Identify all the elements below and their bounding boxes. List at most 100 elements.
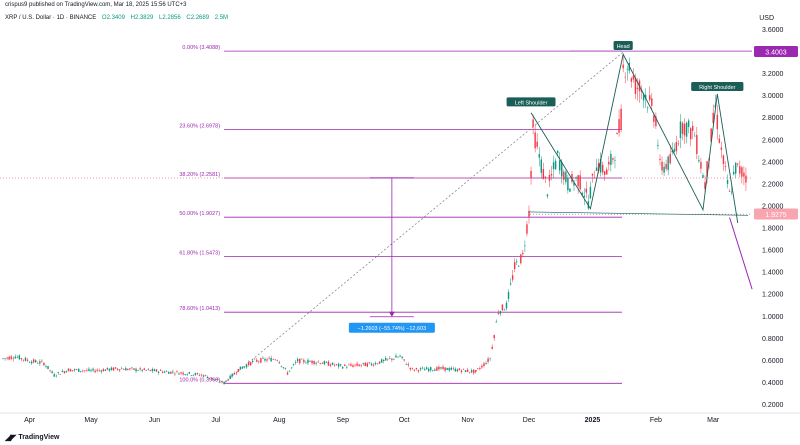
candle-body: [595, 167, 598, 172]
candle-body: [168, 371, 170, 374]
candle-body: [78, 368, 80, 372]
candle-body: [123, 369, 125, 370]
candle-body: [221, 381, 223, 383]
candle-body: [217, 379, 219, 380]
candle-body: [579, 175, 581, 190]
candle-body: [448, 368, 450, 371]
candle-body: [491, 346, 493, 349]
candle-body: [63, 371, 66, 374]
price-badge: 3.4003: [765, 50, 787, 57]
candle-body: [509, 283, 512, 285]
candle-body: [120, 368, 123, 370]
candle-body: [440, 367, 442, 369]
candle-body: [12, 358, 14, 360]
fib-anchor-diagonal: [223, 51, 624, 384]
y-tick-label: 1.2000: [762, 292, 784, 299]
candle-body: [413, 369, 416, 371]
candle-body: [227, 379, 229, 381]
candle-body: [696, 134, 698, 154]
candle-body: [188, 372, 190, 374]
candle-body: [8, 356, 10, 360]
candle-body: [616, 133, 618, 135]
candle-body: [231, 373, 233, 377]
candle-body: [423, 369, 426, 371]
candle-body: [59, 374, 62, 375]
y-tick-label: 2.2000: [762, 181, 784, 188]
candle-body: [356, 363, 358, 366]
candle-body: [681, 122, 684, 134]
candle-body: [157, 371, 160, 373]
candle-body: [360, 365, 362, 366]
candle-body: [687, 120, 690, 127]
candle-body: [520, 254, 522, 264]
candle-body: [554, 160, 557, 170]
candle-body: [176, 371, 178, 372]
candle-body: [710, 128, 712, 142]
candle-body: [511, 275, 514, 280]
candle-body: [53, 374, 55, 377]
tradingview-logo[interactable]: ◢◤ TradingView: [5, 433, 59, 442]
candle-body: [726, 180, 729, 184]
candle-body: [163, 371, 166, 373]
candle-body: [530, 170, 532, 178]
open-value: O2.3409: [101, 15, 125, 21]
high-value: H2.3829: [130, 15, 154, 21]
candle-body: [22, 359, 25, 361]
candle-body: [282, 367, 285, 368]
fib-level-label: 100.0% (0.3968): [179, 377, 220, 383]
close-value: C2.2689: [186, 15, 210, 21]
candle-body: [24, 357, 27, 361]
symbol-name[interactable]: XRP / U.S. Dollar · 1D · BINANCE: [5, 15, 97, 21]
candle-body: [80, 371, 82, 372]
candle-body: [213, 378, 215, 380]
candle-body: [364, 362, 366, 367]
x-tick-label: 2025: [585, 417, 601, 424]
x-tick-label: Dec: [523, 417, 536, 424]
candle-body: [348, 364, 350, 366]
candle-body: [540, 159, 542, 173]
candle-body: [102, 369, 105, 372]
tradingview-mark-icon: ◢◤: [5, 433, 16, 442]
candle-body: [194, 373, 197, 376]
candle-body: [561, 161, 563, 177]
candle-body: [436, 367, 438, 371]
x-tick-label: Jun: [149, 417, 160, 424]
candle-body: [665, 164, 667, 169]
candle-body: [395, 355, 397, 358]
candle-body: [288, 370, 291, 372]
candle-body: [673, 148, 676, 152]
candle-body: [145, 370, 147, 371]
candle-body: [127, 368, 129, 371]
candle-body: [294, 362, 297, 363]
candle-body: [245, 365, 248, 368]
fib-level-label: 23.60% (2.6978): [179, 124, 220, 130]
candle-body: [20, 358, 23, 360]
y-tick-label: 1.0000: [762, 314, 784, 321]
candle-body: [190, 375, 193, 376]
candle-body: [575, 177, 577, 179]
candle-body: [501, 304, 504, 311]
candle-body: [542, 169, 545, 180]
candle-body: [581, 192, 583, 196]
candle-body: [98, 370, 100, 371]
candle-body: [239, 366, 242, 370]
candle-body: [200, 374, 203, 376]
candle-body: [728, 191, 731, 192]
candle-body: [573, 182, 575, 186]
candle-body: [385, 358, 387, 361]
candle-body: [702, 174, 704, 178]
candle-body: [225, 380, 227, 382]
candle-body: [352, 365, 354, 367]
candle-body: [481, 365, 483, 368]
candle-body: [464, 370, 467, 372]
candle-body: [114, 367, 117, 369]
candle-body: [51, 371, 53, 373]
candle-body: [84, 370, 86, 371]
fib-level-label: 50.00% (1.9027): [179, 211, 220, 217]
candle-body: [331, 362, 334, 365]
price-badge-bg: [754, 46, 798, 58]
candle-body: [583, 195, 585, 198]
candle-body: [550, 173, 553, 176]
candle-body: [57, 372, 59, 374]
